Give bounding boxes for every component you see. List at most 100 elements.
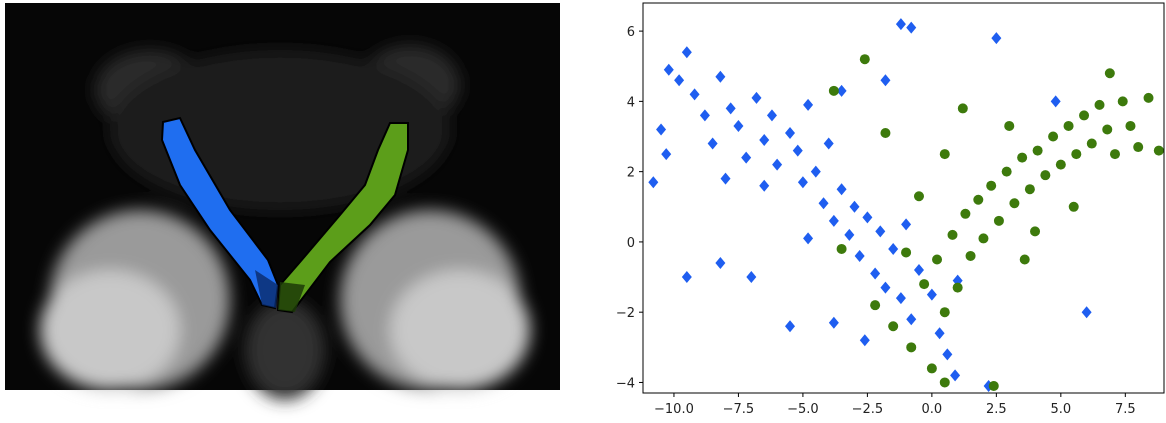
point bbox=[1017, 152, 1028, 163]
x-tick-label: 2.5 bbox=[986, 402, 1007, 417]
x-tick-label: 0.0 bbox=[922, 402, 943, 417]
blue-region-shade bbox=[255, 270, 278, 308]
point bbox=[1071, 149, 1082, 160]
point bbox=[880, 128, 891, 138]
point bbox=[1153, 145, 1164, 156]
scatter-plot: −10.0 −7.5 −5.0 −2.5 0.0 2.5 5.0 7.5 −4 −2 0 2 4 6 bbox=[616, 2, 1165, 417]
point bbox=[823, 137, 834, 150]
point bbox=[759, 134, 770, 147]
point bbox=[906, 313, 917, 326]
point bbox=[661, 148, 672, 161]
point bbox=[919, 279, 930, 290]
y-tick-label: 0 bbox=[627, 236, 635, 251]
point bbox=[803, 98, 814, 111]
point bbox=[854, 249, 865, 262]
point bbox=[957, 103, 968, 114]
point bbox=[1094, 99, 1105, 110]
point bbox=[741, 151, 752, 164]
point bbox=[663, 63, 674, 76]
point bbox=[880, 281, 891, 294]
point bbox=[965, 250, 976, 261]
point bbox=[932, 254, 943, 265]
y-tick-label: −4 bbox=[616, 376, 635, 391]
mri-image bbox=[5, 3, 560, 400]
x-tick-label: −5.0 bbox=[787, 402, 819, 417]
point bbox=[828, 316, 839, 329]
point bbox=[849, 200, 860, 213]
point bbox=[939, 149, 950, 160]
point bbox=[988, 380, 999, 391]
y-tick-label: 4 bbox=[627, 95, 635, 110]
point bbox=[991, 32, 1002, 45]
point bbox=[906, 342, 917, 353]
point bbox=[888, 321, 899, 332]
point bbox=[1133, 142, 1144, 153]
point bbox=[836, 183, 847, 196]
x-tick-label: −10.0 bbox=[654, 402, 694, 417]
point bbox=[810, 165, 821, 178]
point bbox=[926, 363, 937, 374]
point bbox=[1125, 120, 1136, 131]
point bbox=[1024, 184, 1035, 195]
point bbox=[952, 282, 963, 293]
point bbox=[947, 229, 958, 240]
point bbox=[733, 119, 744, 132]
point bbox=[1040, 170, 1051, 181]
point bbox=[1009, 198, 1020, 209]
point bbox=[746, 271, 757, 284]
point bbox=[828, 214, 839, 227]
point bbox=[1117, 96, 1128, 107]
point bbox=[913, 191, 924, 202]
point bbox=[1086, 138, 1097, 149]
x-tick-label: −7.5 bbox=[723, 402, 755, 417]
point bbox=[939, 307, 950, 318]
point bbox=[1001, 166, 1012, 177]
axes-frame bbox=[642, 2, 1165, 394]
point bbox=[772, 158, 783, 171]
point bbox=[934, 327, 945, 340]
point bbox=[1104, 68, 1115, 79]
point bbox=[751, 91, 762, 104]
y-tick-label: −2 bbox=[616, 306, 635, 321]
point bbox=[803, 232, 814, 245]
point bbox=[715, 70, 726, 83]
green-region-shade bbox=[278, 282, 305, 312]
point bbox=[674, 74, 685, 87]
point bbox=[1068, 201, 1079, 212]
point bbox=[875, 225, 886, 238]
point bbox=[950, 369, 961, 382]
brain-tissue bbox=[40, 45, 530, 400]
point bbox=[844, 228, 855, 241]
point bbox=[818, 197, 829, 210]
point bbox=[901, 218, 912, 231]
x-tick-label: 5.0 bbox=[1050, 402, 1071, 417]
point bbox=[785, 127, 796, 139]
point bbox=[942, 348, 953, 361]
point bbox=[720, 172, 731, 185]
point bbox=[926, 288, 937, 301]
point bbox=[836, 84, 847, 97]
x-tick-label: −2.5 bbox=[852, 402, 884, 417]
point bbox=[797, 176, 808, 189]
point bbox=[960, 208, 971, 219]
point bbox=[1102, 124, 1113, 135]
x-tick-label: 7.5 bbox=[1115, 402, 1136, 417]
point bbox=[870, 300, 881, 311]
point bbox=[766, 109, 777, 122]
point bbox=[1050, 95, 1061, 108]
point bbox=[785, 320, 796, 333]
point bbox=[828, 85, 839, 96]
point bbox=[1004, 120, 1015, 131]
point bbox=[1079, 110, 1090, 121]
point bbox=[1019, 254, 1030, 265]
point bbox=[648, 176, 659, 189]
point bbox=[888, 242, 899, 255]
point bbox=[973, 194, 984, 205]
point bbox=[895, 292, 906, 305]
point bbox=[707, 137, 718, 150]
point bbox=[870, 267, 881, 280]
point bbox=[699, 109, 710, 122]
point bbox=[859, 54, 870, 65]
point bbox=[880, 74, 891, 87]
